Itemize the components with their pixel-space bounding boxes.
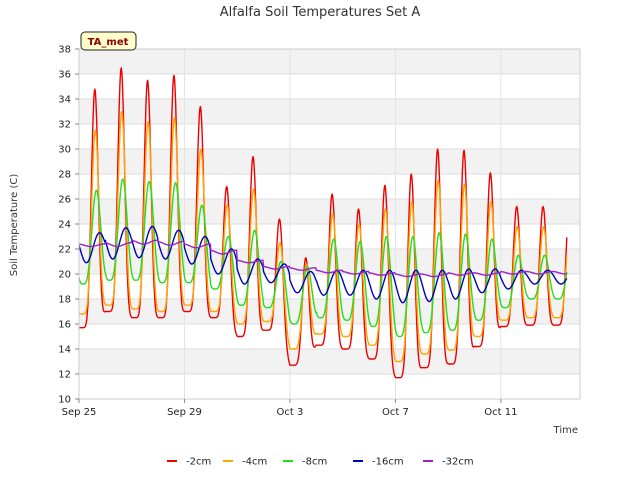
x-tick-labels: Sep 25 Sep 29 Oct 3 Oct 7 Oct 11: [62, 399, 517, 418]
y-tick-label: 24: [58, 220, 71, 231]
y-tick-label: 12: [58, 370, 71, 381]
plot-band: [79, 174, 580, 199]
legend-label: -32cm: [442, 457, 474, 468]
x-tick-label: Oct 3: [277, 407, 304, 418]
series-line-minus-16cm: [78, 225, 568, 304]
y-tick-label: 26: [58, 195, 71, 206]
plot-band: [79, 349, 580, 374]
legend: -2cm -4cm -8cm -16cm -32cm: [167, 457, 474, 468]
y-tick-label: 20: [58, 270, 71, 281]
plot-band: [79, 99, 580, 124]
y-tick-label: 32: [58, 120, 71, 131]
y-tick-label: 28: [58, 170, 71, 181]
series-line-minus-8cm: [78, 178, 568, 338]
y-tick-label: 30: [58, 145, 71, 156]
x-tick-label: Oct 11: [484, 407, 517, 418]
y-tick-label: 34: [58, 95, 71, 106]
plot-band: [79, 149, 580, 174]
badge-label: TA_met: [88, 37, 129, 48]
x-tick-label: Sep 25: [62, 407, 97, 418]
y-tick-label: 16: [58, 320, 71, 331]
plot-band: [79, 324, 580, 349]
legend-label: -16cm: [372, 457, 404, 468]
x-tick-label: Oct 7: [382, 407, 409, 418]
series-layer: [78, 67, 568, 379]
y-tick-labels: 10 12 14 16 18 20 22 24 26 28 30 32 34 36 38: [58, 45, 79, 406]
y-tick-label: 38: [58, 45, 71, 56]
series-line-minus-32cm: [78, 239, 567, 278]
legend-label: -4cm: [242, 457, 267, 468]
plot-band: [79, 124, 580, 149]
y-tick-label: 10: [58, 395, 71, 406]
station-badge: TA_met: [80, 31, 137, 51]
plot-band: [79, 74, 580, 99]
y-tick-label: 22: [58, 245, 71, 256]
y-axis-label: Soil Temperature (C): [9, 174, 20, 277]
x-axis-label: Time: [553, 425, 578, 436]
plot-band: [79, 374, 580, 399]
legend-label: -2cm: [186, 457, 211, 468]
y-tick-label: 36: [58, 70, 71, 81]
chart-title: Alfalfa Soil Temperatures Set A: [220, 5, 421, 20]
plot-band: [79, 49, 580, 74]
legend-label: -8cm: [302, 457, 327, 468]
y-tick-label: 18: [58, 295, 71, 306]
x-tick-label: Sep 29: [167, 407, 202, 418]
badge-box: [80, 31, 137, 51]
y-tick-label: 14: [58, 345, 71, 356]
